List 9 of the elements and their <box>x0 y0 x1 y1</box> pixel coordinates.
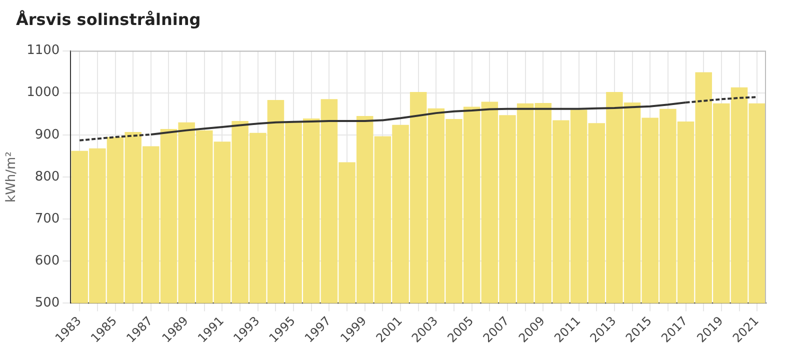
chart-title: Årsvis solinstrålning <box>16 10 201 29</box>
y-tick-label: 1000 <box>26 85 60 100</box>
y-tick-label: 700 <box>34 211 60 226</box>
y-tick-label: 1100 <box>26 43 60 58</box>
y-tick-label: 500 <box>34 296 60 311</box>
y-tick-label: 600 <box>34 254 60 269</box>
y-tick-label: 900 <box>34 127 60 142</box>
y-axis-title: kWh/m² <box>4 152 20 202</box>
y-tick-label: 800 <box>34 169 60 184</box>
